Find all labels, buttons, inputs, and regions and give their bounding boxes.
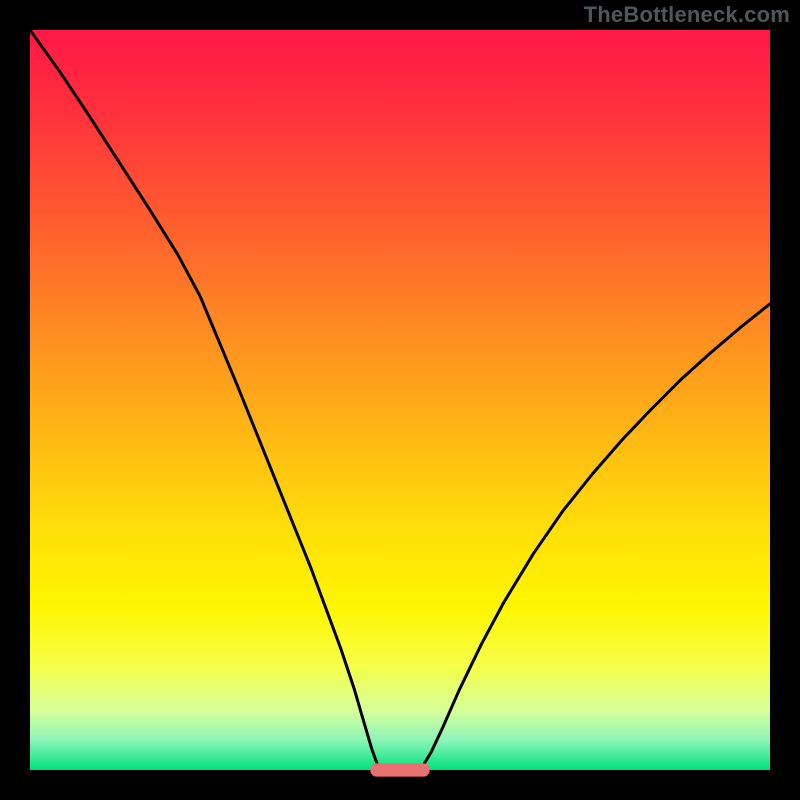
bottleneck-chart	[0, 0, 800, 800]
chart-container: TheBottleneck.com	[0, 0, 800, 800]
optimal-marker	[370, 763, 429, 776]
watermark-text: TheBottleneck.com	[584, 2, 790, 28]
